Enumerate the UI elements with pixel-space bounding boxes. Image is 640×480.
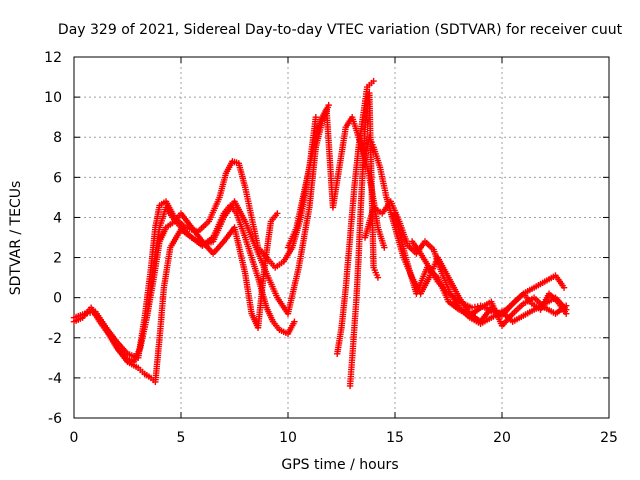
y-tick-label: 8: [53, 130, 62, 146]
x-tick-label: 15: [386, 430, 404, 446]
y-tick-label: 4: [53, 210, 62, 226]
series-trail-markers: [410, 240, 568, 316]
y-tick-label: 10: [44, 90, 62, 106]
x-tick-label: 10: [279, 430, 297, 446]
y-tick-label: -2: [48, 331, 62, 347]
y-tick-label: 2: [53, 251, 62, 267]
series-trail-markers: [334, 79, 375, 355]
chart-title: Day 329 of 2021, Sidereal Day-to-day VTE…: [58, 22, 623, 38]
y-tick-label: 12: [44, 50, 62, 66]
x-tick-label: 5: [177, 430, 186, 446]
y-tick-label: -4: [48, 371, 62, 387]
series-trail-markers: [144, 212, 279, 329]
series-satellite-track-6: [334, 77, 377, 358]
y-tick-label: -6: [48, 411, 62, 427]
data-points: [70, 77, 570, 390]
series-satellite-track-11: [408, 238, 570, 317]
x-tick-label: 20: [493, 430, 511, 446]
x-tick-label: 25: [600, 430, 618, 446]
y-axis-label: SDTVAR / TECUs: [8, 181, 24, 296]
y-tick-label: 0: [53, 291, 62, 307]
series-satellite-track-3: [92, 113, 320, 362]
series-satellite-track-4: [143, 210, 281, 331]
plot-frame: [73, 56, 610, 419]
x-axis-label: GPS time / hours: [281, 457, 398, 473]
axis-tick-labels: 0 5 10 15 20 25 -6 -4 -2 0 2 4 6 8 10 12: [44, 50, 618, 446]
y-tick-label: 6: [53, 170, 62, 186]
x-tick-label: 0: [70, 430, 79, 446]
